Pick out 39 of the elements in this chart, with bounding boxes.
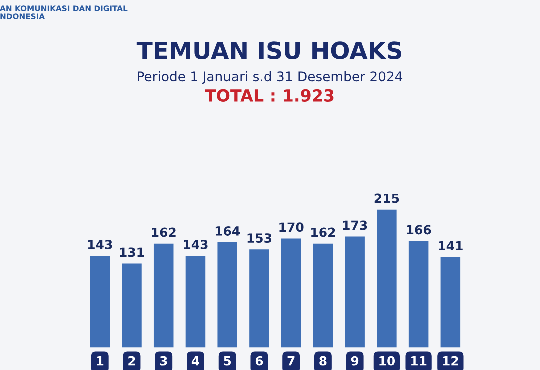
x-tick-label: 11 bbox=[412, 356, 427, 366]
data-label: 131 bbox=[120, 248, 144, 258]
chart-title: TEMUAN ISU HOAKS bbox=[136, 42, 402, 60]
data-label: 166 bbox=[407, 225, 432, 235]
bar bbox=[250, 250, 270, 348]
x-tick-label: 8 bbox=[320, 356, 327, 366]
bar bbox=[345, 236, 365, 348]
data-label: 162 bbox=[152, 228, 176, 238]
data-label: 153 bbox=[248, 234, 272, 244]
data-label: 215 bbox=[374, 194, 400, 204]
data-label: 164 bbox=[216, 226, 240, 236]
data-label: 143 bbox=[88, 240, 112, 250]
bar bbox=[186, 256, 206, 348]
x-tick-label: 7 bbox=[288, 356, 295, 366]
x-tick-label: 5 bbox=[224, 356, 232, 366]
x-tick-label: 9 bbox=[351, 356, 359, 366]
x-tick-label: 6 bbox=[256, 356, 264, 366]
text: TOTAL : 1.923 bbox=[205, 89, 334, 102]
x-tick-label: 4 bbox=[192, 356, 200, 366]
data-label: 162 bbox=[312, 228, 336, 238]
chart-subtitle: Periode 1 Januari s.d 31 Desember 2024 bbox=[138, 71, 403, 84]
bar bbox=[122, 264, 142, 348]
x-tick-label: 1 bbox=[97, 356, 104, 366]
x-tick-label: 2 bbox=[128, 356, 136, 366]
x-tick-label: 3 bbox=[160, 356, 168, 366]
data-label: 143 bbox=[184, 240, 208, 250]
bar bbox=[281, 238, 302, 348]
bar bbox=[90, 256, 110, 348]
bar bbox=[377, 210, 397, 348]
data-label: 141 bbox=[439, 241, 463, 251]
data-label: 173 bbox=[343, 220, 368, 230]
data-label: 170 bbox=[280, 222, 304, 232]
bar bbox=[313, 244, 334, 348]
x-tick-label: 12 bbox=[443, 356, 458, 366]
x-tick-label: 10 bbox=[380, 356, 396, 366]
bar bbox=[408, 241, 429, 348]
bar bbox=[440, 257, 461, 348]
bar bbox=[218, 242, 238, 348]
bar bbox=[154, 244, 174, 348]
